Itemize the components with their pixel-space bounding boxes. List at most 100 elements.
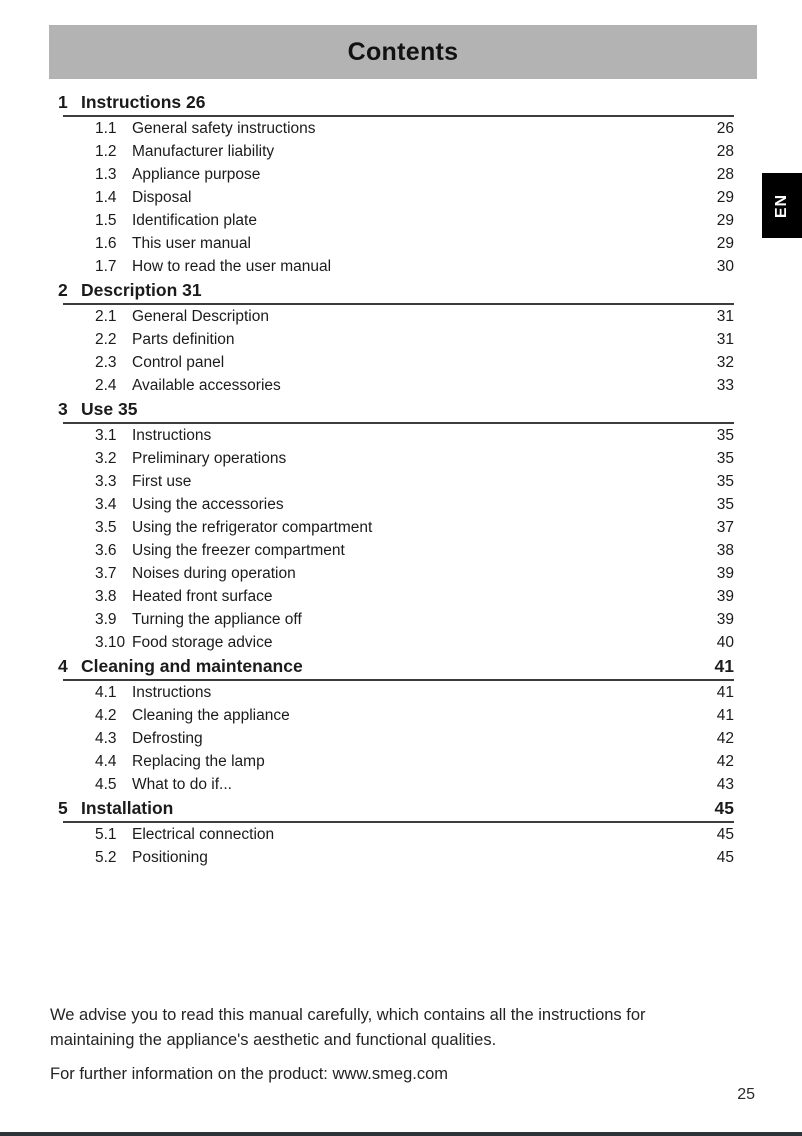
entry-title: Using the accessories <box>132 496 284 513</box>
toc-entry: 5.1 Electrical connection 45 <box>58 823 734 846</box>
section-title: Cleaning and maintenance <box>81 656 303 676</box>
entry-number: 2.4 <box>95 377 117 394</box>
toc-entry: 3.1 Instructions 35 <box>58 424 734 447</box>
entry-title: First use <box>132 473 192 490</box>
entry-page: 37 <box>716 519 734 536</box>
entry-number: 1.2 <box>95 143 117 160</box>
entry-title: Control panel <box>132 354 225 371</box>
toc-entry: 4.3 Defrosting 42 <box>58 727 734 750</box>
entry-number: 4.2 <box>95 707 117 724</box>
entry-page: 29 <box>716 189 734 206</box>
section-title: Installation <box>81 798 174 818</box>
section-number: 2 <box>58 280 68 300</box>
entry-page: 31 <box>716 308 734 325</box>
toc-entry: 4.1 Instructions 41 <box>58 681 734 704</box>
entry-page: 30 <box>716 258 734 275</box>
entry-number: 4.4 <box>95 753 117 770</box>
section-page: 41 <box>714 656 734 676</box>
entry-page: 45 <box>716 849 734 866</box>
entry-page: 35 <box>716 473 734 490</box>
entry-page: 29 <box>716 212 734 229</box>
toc-entry: 3.5 Using the refrigerator compartment 3… <box>58 516 734 539</box>
entry-title: Using the freezer compartment <box>132 542 345 559</box>
toc-entry: 4.4 Replacing the lamp 42 <box>58 750 734 773</box>
entry-page: 35 <box>716 427 734 444</box>
entry-page: 33 <box>716 377 734 394</box>
toc-entry: 4.2 Cleaning the appliance 41 <box>58 704 734 727</box>
entry-page: 39 <box>716 565 734 582</box>
entry-title: Using the refrigerator compartment <box>132 519 373 536</box>
toc-section: 4 Cleaning and maintenance 41 4.1 Instru… <box>58 654 734 796</box>
entry-page: 38 <box>716 542 734 559</box>
page-number: 25 <box>737 1086 755 1103</box>
entry-title: Identification plate <box>132 212 257 229</box>
toc-entry: 3.6 Using the freezer compartment 38 <box>58 539 734 562</box>
toc-entry: 1.5 Identification plate 29 <box>58 209 734 232</box>
toc-entry: 3.4 Using the accessories 35 <box>58 493 734 516</box>
page-title: Contents <box>347 37 459 66</box>
toc-entry: 3.3 First use 35 <box>58 470 734 493</box>
section-divider <box>63 422 734 424</box>
entry-number: 1.5 <box>95 212 117 229</box>
entry-title: Heated front surface <box>132 588 273 605</box>
toc-entry: 2.1 General Description 31 <box>58 305 734 328</box>
entry-title: General Description <box>132 308 269 325</box>
footer-note: We advise you to read this manual carefu… <box>50 1003 715 1087</box>
entry-number: 3.1 <box>95 427 117 444</box>
toc-section-heading: 1 Instructions 26 <box>58 90 734 114</box>
entry-title: Electrical connection <box>132 826 275 843</box>
entry-page: 32 <box>716 354 734 371</box>
toc-entry: 1.1 General safety instructions 26 <box>58 117 734 140</box>
entry-page: 31 <box>716 331 734 348</box>
toc-section: 2 Description 31 2.1 General Description… <box>58 278 734 397</box>
entry-title: Parts definition <box>132 331 235 348</box>
entry-page: 40 <box>716 634 734 651</box>
entry-title: What to do if... <box>132 776 232 793</box>
language-tab: EN <box>762 173 802 238</box>
section-title: Description 31 <box>81 280 202 300</box>
entry-page: 26 <box>716 120 734 137</box>
entry-number: 4.3 <box>95 730 117 747</box>
entry-number: 4.5 <box>95 776 117 793</box>
toc-entry: 1.3 Appliance purpose 28 <box>58 163 734 186</box>
entry-page: 41 <box>716 707 734 724</box>
entry-number: 5.1 <box>95 826 117 843</box>
table-of-contents: 1 Instructions 26 1.1 General safety ins… <box>58 90 734 869</box>
toc-entry: 3.7 Noises during operation 39 <box>58 562 734 585</box>
toc-entry: 1.2 Manufacturer liability 28 <box>58 140 734 163</box>
entry-title: Manufacturer liability <box>132 143 275 160</box>
entry-number: 5.2 <box>95 849 117 866</box>
toc-entry: 3.9 Turning the appliance off 39 <box>58 608 734 631</box>
language-tab-label: EN <box>772 193 790 218</box>
entry-page: 43 <box>716 776 734 793</box>
toc-entry: 3.10 Food storage advice 40 <box>58 631 734 654</box>
toc-section-heading: 4 Cleaning and maintenance 41 <box>58 654 734 678</box>
entry-page: 35 <box>716 496 734 513</box>
footer-advice-line2: maintaining the appliance's aesthetic an… <box>50 1031 497 1049</box>
entry-title: Food storage advice <box>132 634 273 651</box>
entry-title: Instructions <box>132 684 212 701</box>
toc-section-heading: 3 Use 35 <box>58 397 734 421</box>
entry-page: 28 <box>716 143 734 160</box>
entry-number: 3.9 <box>95 611 117 628</box>
toc-entry: 1.4 Disposal 29 <box>58 186 734 209</box>
entry-number: 2.1 <box>95 308 117 325</box>
entry-title: Turning the appliance off <box>132 611 302 628</box>
entry-number: 2.2 <box>95 331 117 348</box>
entry-title: Noises during operation <box>132 565 296 582</box>
entry-number: 1.4 <box>95 189 117 206</box>
entry-page: 41 <box>716 684 734 701</box>
entry-title: General safety instructions <box>132 120 316 137</box>
toc-section-heading: 5 Installation 45 <box>58 796 734 820</box>
section-number: 5 <box>58 798 68 818</box>
toc-section: 1 Instructions 26 1.1 General safety ins… <box>58 90 734 278</box>
entry-page: 35 <box>716 450 734 467</box>
entry-number: 3.10 <box>95 634 126 651</box>
contents-header-bar: Contents <box>49 25 757 79</box>
section-title: Instructions 26 <box>81 92 206 112</box>
entry-page: 39 <box>716 611 734 628</box>
entry-number: 3.8 <box>95 588 117 605</box>
section-page: 45 <box>714 798 734 818</box>
entry-title: Preliminary operations <box>132 450 287 467</box>
